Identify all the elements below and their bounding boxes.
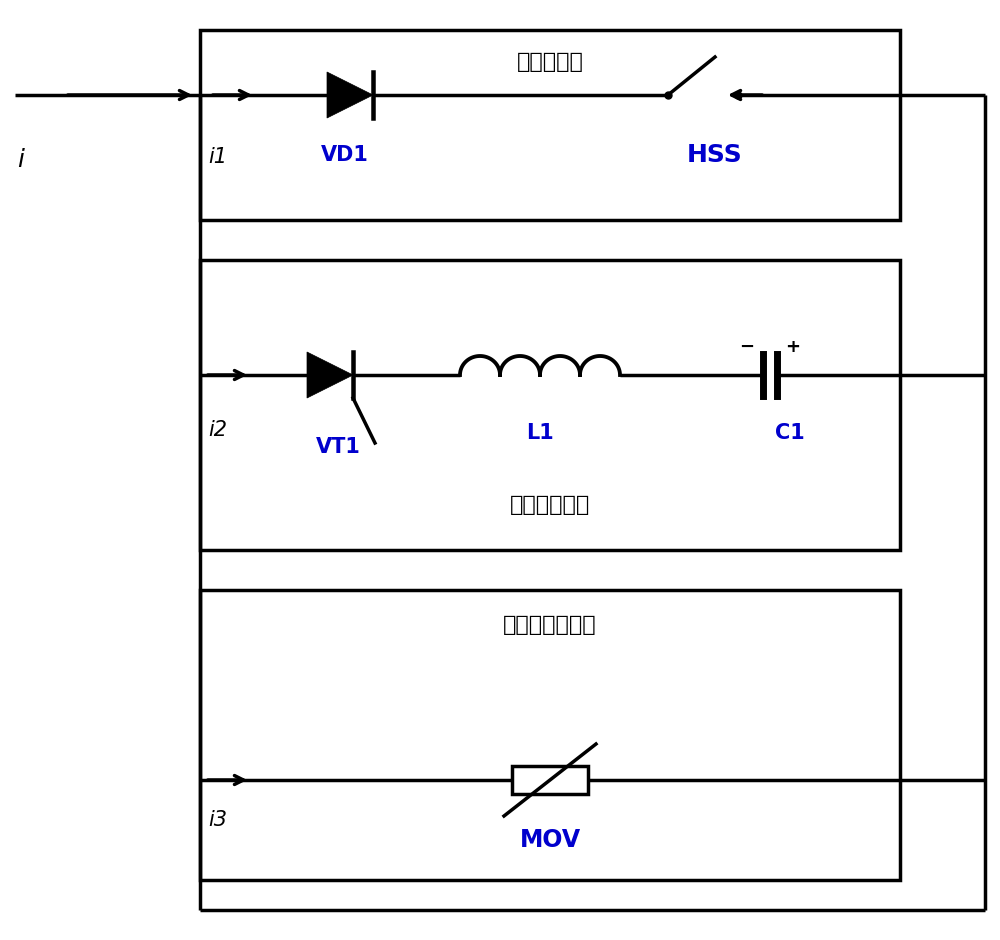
Text: VT1: VT1: [316, 437, 360, 457]
Text: +: +: [786, 338, 801, 356]
Text: C1: C1: [775, 423, 805, 443]
Text: 主电流回路: 主电流回路: [517, 52, 583, 72]
Text: −: −: [739, 338, 755, 356]
Bar: [512, 766, 588, 794]
Text: VD1: VD1: [321, 145, 369, 165]
Text: i: i: [17, 148, 24, 172]
Bar: [200, 260, 900, 550]
Text: i1: i1: [208, 147, 227, 167]
Text: 过电压限制支路: 过电压限制支路: [503, 615, 597, 635]
Text: 电流转移支路: 电流转移支路: [510, 495, 590, 515]
Text: MOV: MOV: [519, 828, 581, 852]
Polygon shape: [327, 72, 373, 118]
Text: i3: i3: [208, 810, 227, 830]
Polygon shape: [307, 352, 353, 398]
Bar: [200, 30, 900, 220]
Bar: [200, 590, 900, 880]
Text: HSS: HSS: [687, 143, 743, 167]
Text: i2: i2: [208, 420, 227, 440]
Text: L1: L1: [526, 423, 554, 443]
